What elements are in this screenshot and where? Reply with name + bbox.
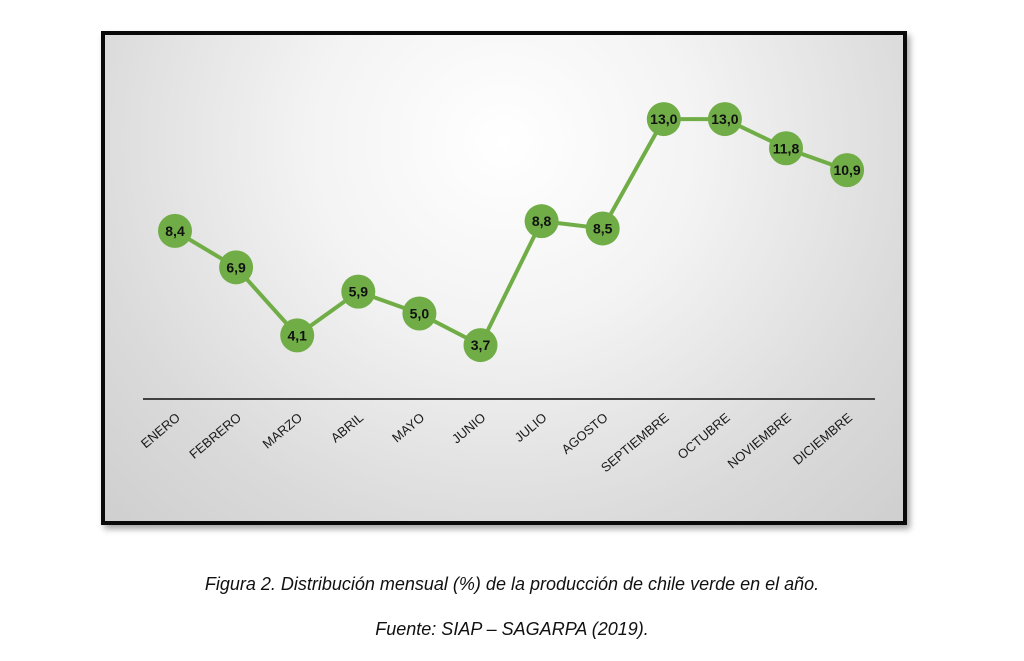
category-label-layer: ENERO FEBRERO MARZO ABRIL MAYO JUNIO JULIO AGOS… xyxy=(138,410,855,476)
data-point xyxy=(402,296,437,331)
data-label: 6,9 xyxy=(226,259,246,275)
category-label: MAYO xyxy=(389,410,427,445)
data-point xyxy=(830,153,865,188)
data-label: 8,8 xyxy=(532,213,552,229)
data-label: 5,0 xyxy=(410,306,430,322)
data-point xyxy=(707,102,742,137)
data-label: 3,7 xyxy=(471,337,491,353)
data-point xyxy=(524,204,559,239)
category-label: ABRIL xyxy=(328,410,366,446)
data-point xyxy=(646,102,681,137)
category-label: JUNIO xyxy=(449,410,489,447)
data-point xyxy=(341,274,376,309)
data-point xyxy=(769,131,803,166)
data-label: 13,0 xyxy=(711,111,738,127)
figure-caption: Figura 2. Distribución mensual (%) de la… xyxy=(204,574,820,594)
chart-frame: 8,4 6,9 4,1 5,9 5,0 3,7 8,8 8,5 13,0 13,0 11,8 10,9… xyxy=(101,31,907,525)
category-label: JULIO xyxy=(512,410,550,445)
series-line-layer xyxy=(173,117,848,348)
category-label: MARZO xyxy=(260,410,306,452)
series-line xyxy=(173,117,848,348)
data-label: 8,5 xyxy=(593,220,613,236)
category-label: DICIEMBRE xyxy=(790,410,855,468)
category-label: ENERO xyxy=(138,410,183,451)
data-label: 8,4 xyxy=(165,223,185,239)
category-label: AGOSTO xyxy=(559,410,611,457)
data-point xyxy=(280,318,315,353)
data-label: 11,8 xyxy=(773,140,800,156)
line-chart: 8,4 6,9 4,1 5,9 5,0 3,7 8,8 8,5 13,0 13,0 11,8 10,9… xyxy=(138,102,875,476)
category-label: FEBRERO xyxy=(186,410,244,462)
data-point xyxy=(585,211,620,246)
data-label-layer: 8,4 6,9 4,1 5,9 5,0 3,7 8,8 8,5 13,0 13,0 11,8 10,9 xyxy=(165,111,861,353)
data-label: 5,9 xyxy=(349,284,369,300)
data-label: 10,9 xyxy=(833,162,860,178)
source-caption: Fuente: SIAP – SAGARPA (2019). xyxy=(375,619,649,639)
category-label: OCTUBRE xyxy=(674,410,733,463)
data-label: 4,1 xyxy=(287,327,307,343)
data-point xyxy=(219,250,254,285)
data-label: 13,0 xyxy=(650,111,677,127)
category-label: NOVIEMBRE xyxy=(725,410,795,472)
data-marker-layer xyxy=(158,102,865,363)
data-point xyxy=(463,328,498,363)
data-point xyxy=(158,213,192,248)
